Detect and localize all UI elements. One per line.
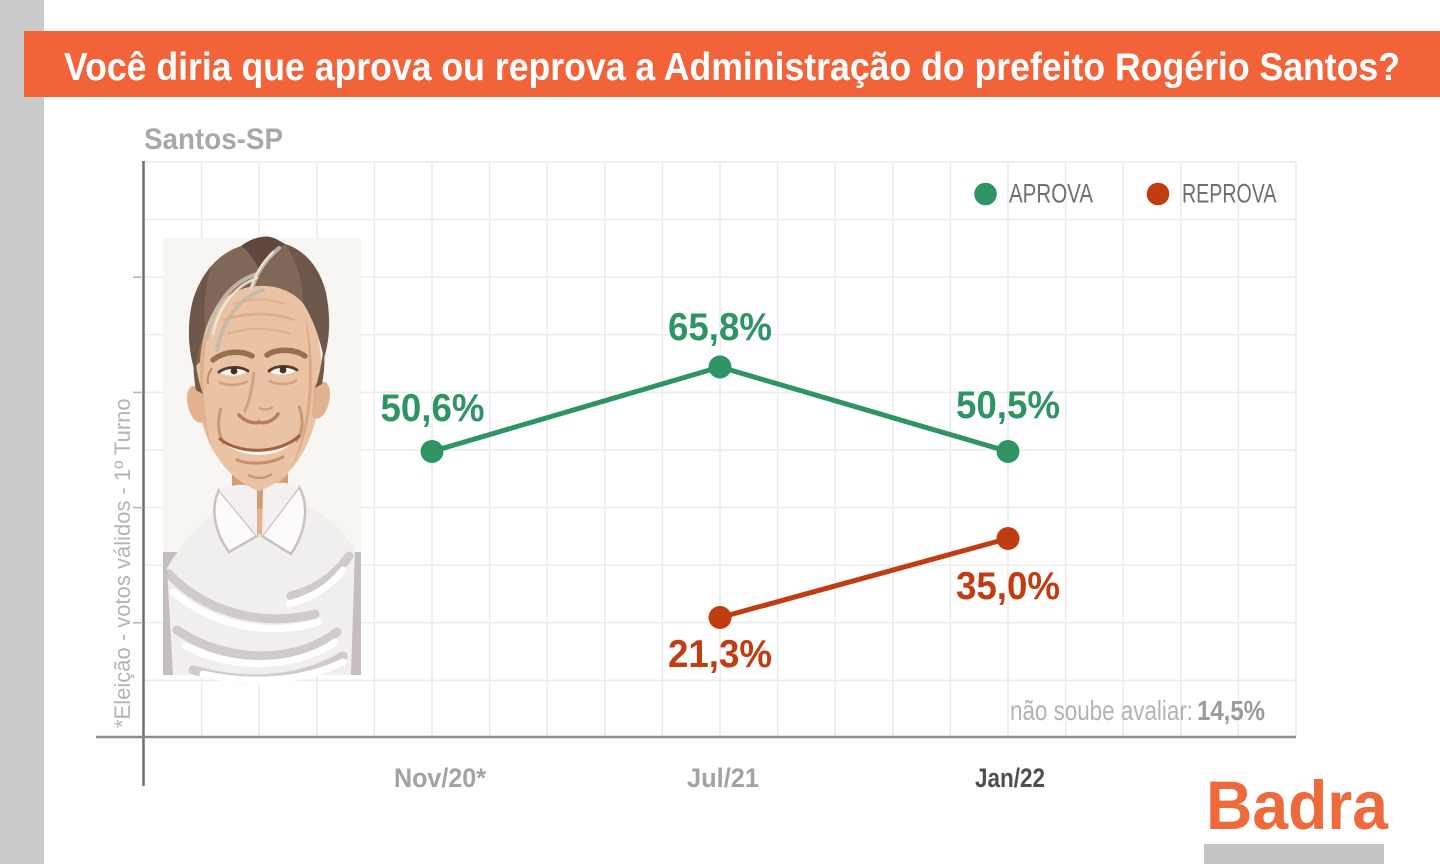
svg-text:35,0%: 35,0% (956, 565, 1060, 608)
svg-text:14,5%: 14,5% (1197, 695, 1265, 726)
svg-text:Nov/20*: Nov/20* (394, 763, 487, 793)
svg-text:50,6%: 50,6% (381, 387, 485, 430)
svg-text:REPROVA: REPROVA (1182, 179, 1277, 209)
svg-text:não soube avaliar:: não soube avaliar: (1010, 695, 1193, 726)
svg-text:21,3%: 21,3% (668, 633, 772, 676)
svg-text:APROVA: APROVA (1009, 179, 1093, 209)
svg-text:Jul/21: Jul/21 (687, 763, 759, 793)
svg-text:*Eleição - votos válidos - 1º: *Eleição - votos válidos - 1º Turno (110, 398, 135, 728)
svg-text:65,8%: 65,8% (668, 306, 772, 349)
svg-text:50,5%: 50,5% (956, 384, 1060, 427)
svg-text:Jan/22: Jan/22 (975, 763, 1045, 793)
svg-text:Badra: Badra (1206, 767, 1389, 844)
svg-text:Santos-SP: Santos-SP (144, 123, 283, 156)
svg-text:Você diria que aprova ou repro: Você diria que aprova ou reprova a Admin… (64, 46, 1400, 89)
